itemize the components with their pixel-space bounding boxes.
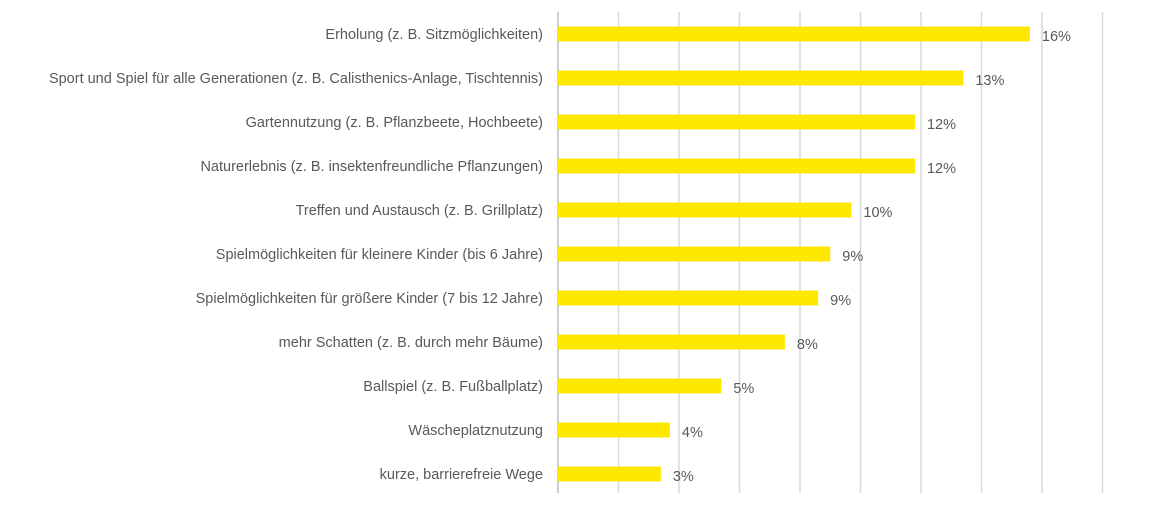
data-label: 12%	[927, 161, 956, 177]
bar	[558, 466, 661, 482]
bar	[558, 246, 831, 262]
data-label: 12%	[927, 117, 956, 133]
category-label: Ballspiel (z. B. Fußballplatz)	[363, 379, 543, 395]
bar	[558, 378, 722, 394]
data-label: 8%	[797, 337, 818, 353]
category-label: kurze, barrierefreie Wege	[380, 467, 543, 483]
category-label: Wäscheplatznutzung	[408, 423, 543, 439]
bar	[558, 114, 915, 130]
category-label: Spielmöglichkeiten für kleinere Kinder (…	[216, 247, 543, 263]
data-label: 10%	[863, 205, 892, 221]
data-label: 9%	[842, 249, 863, 265]
category-label: Naturerlebnis (z. B. insektenfreundliche…	[200, 159, 543, 175]
data-label: 5%	[733, 381, 754, 397]
data-label: 13%	[975, 73, 1004, 89]
category-label: Spielmöglichkeiten für größere Kinder (7…	[196, 291, 543, 307]
bar	[558, 334, 785, 350]
data-label: 9%	[830, 293, 851, 309]
category-label: Erholung (z. B. Sitzmöglichkeiten)	[325, 27, 543, 43]
data-label: 4%	[682, 425, 703, 441]
bar	[558, 290, 819, 306]
bar	[558, 202, 852, 218]
bar	[558, 26, 1030, 42]
data-label: 16%	[1042, 29, 1071, 45]
category-label: Treffen und Austausch (z. B. Grillplatz)	[296, 203, 543, 219]
data-label: 3%	[673, 469, 694, 485]
bar	[558, 158, 915, 174]
bar	[558, 422, 670, 438]
bar	[558, 70, 964, 86]
category-label: mehr Schatten (z. B. durch mehr Bäume)	[279, 335, 543, 351]
category-label: Sport und Spiel für alle Generationen (z…	[49, 71, 543, 87]
category-label: Gartennutzung (z. B. Pflanzbeete, Hochbe…	[246, 115, 543, 131]
